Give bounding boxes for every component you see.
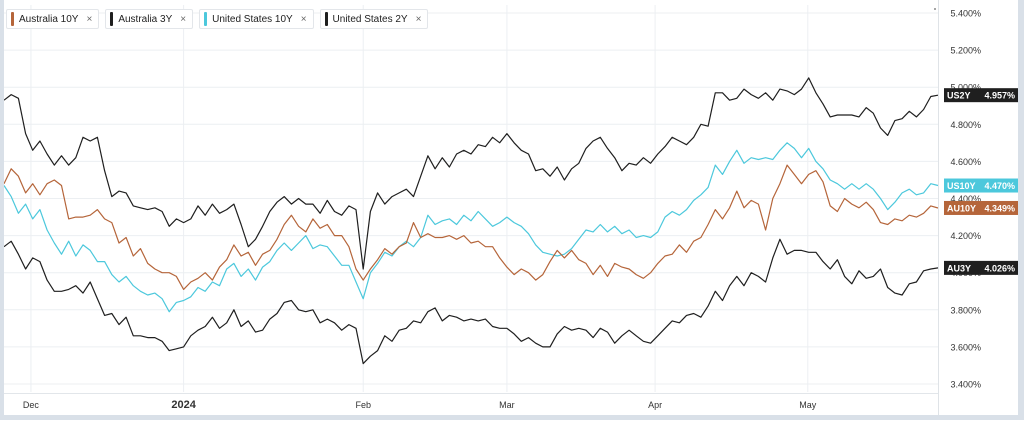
- last-value-tag-au10y: AU10Y 4.349%: [944, 200, 1018, 215]
- x-tick-label: Feb: [355, 400, 371, 410]
- legend-swatch-united-states-10y: [204, 12, 208, 26]
- series-line-au10y: [3, 164, 939, 290]
- legend-swatch-australia-10y: [11, 12, 14, 26]
- series-line-au3y: [3, 238, 939, 365]
- grid: [4, 5, 938, 392]
- close-icon[interactable]: ×: [300, 13, 307, 25]
- frame-bottom-border: [0, 415, 1024, 420]
- series-line-us10y: [3, 142, 939, 313]
- axis-handle-dot: [934, 8, 936, 10]
- last-value-tag-au3y: AU3Y 4.026%: [944, 260, 1018, 275]
- y-tick-label: 5.000%: [950, 83, 981, 93]
- x-tick-label: Apr: [648, 400, 662, 410]
- close-icon[interactable]: ×: [180, 13, 187, 25]
- series-last-value: 4.957%: [984, 91, 1015, 101]
- last-value-tag-bg: [944, 88, 1018, 103]
- x-tick-label: Mar: [499, 400, 515, 410]
- series-tag-label: US2Y: [947, 91, 971, 101]
- legend-chip-australia-10y[interactable]: Australia 10Y ×: [6, 9, 100, 29]
- legend-label-australia-10y: Australia 10Y: [19, 13, 79, 25]
- legend-label-united-states-10y: United States 10Y: [212, 13, 293, 25]
- close-icon[interactable]: ×: [86, 13, 93, 25]
- last-value-tag-bg: [944, 200, 1018, 215]
- last-value-tag-us2y: US2Y 4.957%: [944, 88, 1018, 103]
- series-tag-label: AU10Y: [947, 203, 976, 213]
- y-tick-label: 3.400%: [950, 380, 981, 390]
- series-tag-label: AU3Y: [947, 263, 971, 273]
- x-axis: Dec 2024 Feb Mar Apr May: [4, 393, 938, 411]
- x-tick-label: Dec: [23, 400, 40, 410]
- y-tick-label: 4.600%: [950, 157, 981, 167]
- close-icon[interactable]: ×: [415, 13, 422, 25]
- y-tick-label: 4.800%: [950, 120, 981, 130]
- y-tick-label: 5.200%: [950, 46, 981, 56]
- series-last-value: 4.470%: [984, 181, 1015, 191]
- last-value-tags: US2Y 4.957% US10Y 4.470% AU10Y 4.349% AU3Y 4.02…: [944, 88, 1018, 275]
- series-lines: [3, 77, 939, 365]
- series-last-value: 4.349%: [984, 203, 1015, 213]
- last-value-tag-bg: [944, 260, 1018, 275]
- legend-label-united-states-2y: United States 2Y: [332, 13, 408, 25]
- legend-chip-united-states-10y[interactable]: United States 10Y ×: [199, 9, 314, 29]
- y-tick-label: 3.600%: [950, 342, 981, 352]
- frame-right-border: [1018, 0, 1024, 420]
- y-tick-label: 4.400%: [950, 194, 981, 204]
- series-last-value: 4.026%: [984, 263, 1015, 273]
- legend-chip-australia-3y[interactable]: Australia 3Y ×: [105, 9, 194, 29]
- x-tick-label: 2024: [171, 399, 196, 411]
- y-tick-label: 5.400%: [950, 9, 981, 19]
- frame-left-border: [0, 0, 4, 420]
- legend-label-australia-3y: Australia 3Y: [118, 13, 173, 25]
- last-value-tag-us10y: US10Y 4.470%: [944, 178, 1018, 193]
- last-value-tag-bg: [944, 178, 1018, 193]
- legend-chip-united-states-2y[interactable]: United States 2Y ×: [319, 9, 429, 29]
- y-tick-label: 4.200%: [950, 231, 981, 241]
- legend-swatch-united-states-2y: [324, 12, 328, 26]
- series-line-us2y: [3, 77, 939, 270]
- y-tick-label: 3.800%: [950, 305, 981, 315]
- legend: Australia 10Y × Australia 3Y × United St…: [6, 9, 429, 29]
- legend-swatch-australia-3y: [110, 12, 114, 26]
- series-tag-label: US10Y: [947, 181, 976, 191]
- x-tick-label: May: [799, 400, 817, 410]
